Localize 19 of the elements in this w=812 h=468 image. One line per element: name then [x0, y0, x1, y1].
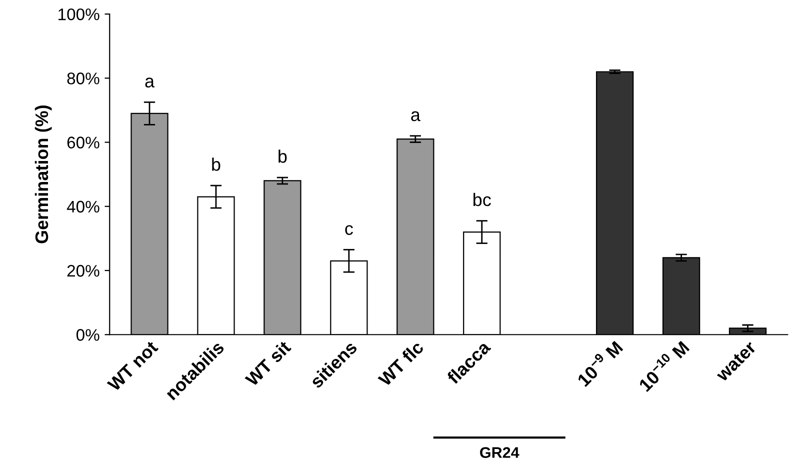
annotation: bc: [473, 192, 491, 206]
y-axis-title: Germination (%): [34, 106, 52, 244]
y-tick-label: 60%: [67, 136, 100, 148]
y-tick-label: 20%: [67, 264, 100, 277]
y-tick-label: 0%: [76, 329, 100, 341]
x-tick-label: WT not: [106, 340, 159, 392]
x-tick-label: 10$^{−10}$ M: [636, 338, 690, 392]
y-tick-label: 100%: [58, 8, 100, 20]
text: GR24: [480, 447, 520, 458]
x-tick-label: WT sit: [244, 340, 292, 388]
annotation: b: [278, 150, 287, 163]
annotation: a: [145, 78, 155, 88]
x-tick-label: 10$^{−9}$ M: [574, 338, 624, 388]
annotation: b: [212, 158, 220, 171]
x-tick-label: WT flc: [377, 340, 424, 388]
annotation: a: [411, 111, 420, 122]
y-tick-label: 80%: [67, 72, 100, 84]
annotation: c: [345, 225, 353, 235]
y-tick-label: 40%: [66, 200, 100, 213]
